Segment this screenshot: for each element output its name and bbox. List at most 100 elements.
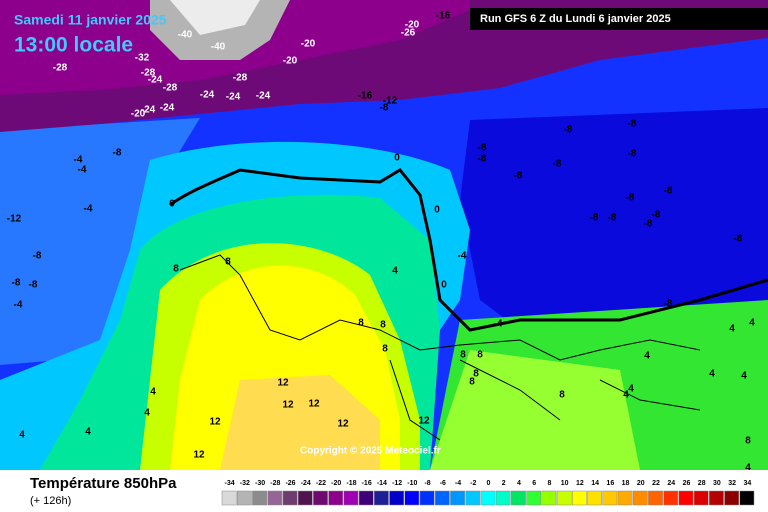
scale-swatch [252, 490, 267, 506]
field-southeast-warm [430, 350, 640, 470]
contour-label: 8 [460, 350, 466, 361]
contour-label: -28 [233, 73, 248, 84]
contour-label: -8 [608, 213, 617, 224]
scale-swatch [693, 490, 709, 506]
legend-title: Température 850hPa [30, 475, 177, 492]
scale-label: -4 [455, 480, 461, 487]
contour-label: 8 [382, 344, 388, 355]
field-east [460, 108, 768, 330]
contour-label: -8 [664, 299, 673, 310]
contour-label: -12 [7, 214, 22, 225]
scale-label: -24 [301, 480, 311, 487]
contour-label: -8 [734, 234, 743, 245]
contour-label: -40 [211, 42, 226, 53]
scale-swatch [221, 490, 237, 506]
contour-label: -8 [12, 278, 21, 289]
scale-swatch [541, 490, 557, 506]
scale-swatch [343, 490, 359, 506]
scale-label: 4 [517, 480, 521, 487]
scale-label: -34 [225, 480, 235, 487]
contour-label: 4 [644, 351, 650, 362]
map-fields [0, 0, 768, 470]
contour-label: -24 [256, 91, 271, 102]
contour-label: 4 [150, 387, 156, 398]
scale-swatch [434, 490, 450, 506]
contour-label: 8 [173, 264, 179, 275]
contour-label: 8 [225, 257, 231, 268]
scale-label: 22 [652, 480, 660, 487]
contour-label: -8 [652, 210, 661, 221]
scale-label: 32 [728, 480, 736, 487]
field-orange [220, 375, 380, 470]
zero-isotherm [169, 168, 768, 332]
contour-label: -8 [33, 251, 42, 262]
scale-swatch [374, 490, 389, 506]
scale-swatch [648, 490, 663, 506]
contour-label: -24 [226, 92, 241, 103]
contour-label: 0 [169, 199, 175, 210]
contour-label: -8 [626, 193, 635, 204]
scale-label: -26 [285, 480, 295, 487]
contour-label: -4 [78, 165, 87, 176]
contour-label: -8 [29, 280, 38, 291]
scale-label: 6 [532, 480, 536, 487]
scale-swatch [587, 490, 602, 506]
scale-swatch [572, 490, 587, 506]
scale-swatch [267, 490, 283, 506]
scale-swatch [526, 490, 542, 506]
scale-label: 8 [547, 480, 551, 487]
scale-label: -22 [316, 480, 326, 487]
scale-swatch [297, 490, 313, 506]
contour-label: 12 [418, 416, 430, 427]
scale-swatch [556, 490, 572, 506]
contour-label: -4 [74, 155, 83, 166]
scale-label: 14 [591, 480, 599, 487]
scale-label: 12 [576, 480, 584, 487]
contour-label: 12 [209, 417, 221, 428]
run: Run GFS 6 Z du Lundi 6 janvier 2025 [480, 13, 671, 25]
contour-label: -24 [160, 103, 175, 114]
contour-label: -4 [84, 204, 93, 215]
contour-label: 8 [473, 369, 479, 380]
contour-label: -20 [131, 109, 146, 120]
contour-label: 4 [85, 427, 91, 438]
contour-label: 4 [392, 266, 398, 277]
field-coldest [170, 0, 260, 35]
coastlines [179, 254, 701, 441]
scale-swatch [450, 490, 465, 506]
scale-swatch [739, 490, 755, 506]
contour-label: -8 [113, 148, 122, 159]
scale-label: 30 [713, 480, 721, 487]
scale-label: 0 [487, 480, 491, 487]
scale-label: -18 [346, 480, 356, 487]
contour-label: -32 [135, 53, 150, 64]
contour-label: -20 [283, 56, 298, 67]
contour-label: -8 [590, 213, 599, 224]
scale-label: -8 [424, 480, 430, 487]
contour-label: -24 [141, 105, 156, 116]
scale-label: -2 [470, 480, 476, 487]
scale-label: -28 [270, 480, 280, 487]
scale-label: 34 [743, 480, 751, 487]
scale-label: 28 [698, 480, 706, 487]
scale-swatch [480, 490, 496, 506]
scale-swatch [678, 490, 694, 506]
date: Samedi 11 janvier 2025 [14, 12, 167, 28]
contour-label: -20 [405, 20, 420, 31]
contour-label: 4 [144, 408, 150, 419]
scale-label: -32 [240, 480, 250, 487]
scale-label: 10 [561, 480, 569, 487]
scale-swatch [602, 490, 618, 506]
scale-swatch [404, 490, 420, 506]
copyright: Copyright © 2025 Meteociel.fr [300, 446, 441, 457]
scale-swatch [389, 490, 404, 506]
contour-label: 4 [19, 430, 25, 441]
contour-label: -24 [148, 75, 163, 86]
contour-label: -40 [178, 30, 193, 41]
contour-label: 8 [380, 320, 386, 331]
contour-label: -4 [494, 319, 503, 330]
contour-label: 12 [308, 399, 320, 410]
contour-label: 12 [193, 450, 205, 461]
scale-label: 2 [502, 480, 506, 487]
contour-label: 0 [441, 280, 447, 291]
